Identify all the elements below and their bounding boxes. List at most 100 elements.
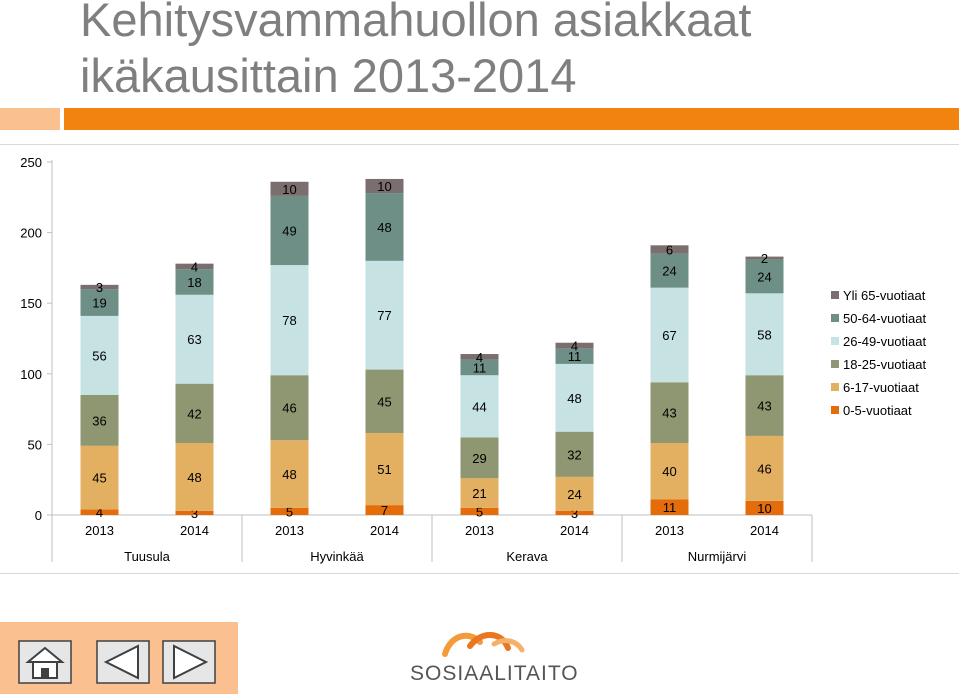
x-tick-label: 2013 [85,523,114,538]
data-label: 46 [757,461,771,476]
legend-swatch [831,314,839,322]
bar-segment [555,348,594,364]
bar-segment [80,445,119,510]
bar-segment [460,375,499,438]
bar-segment [270,181,309,196]
data-label: 4 [191,259,198,274]
data-label: 11 [568,349,582,364]
data-label: 36 [92,413,106,428]
bar-segment [745,256,784,260]
data-label: 24 [567,487,581,502]
x-tick-label: 2014 [750,523,779,538]
data-label: 7 [381,503,388,518]
data-label: 3 [571,506,578,521]
bar-segment [80,509,119,515]
legend-label: 18-25-vuotiaat [843,357,926,372]
data-label: 32 [567,447,581,462]
legend-label: 6-17-vuotiaat [843,380,919,395]
bar-segment [270,195,309,266]
legend-swatch [831,360,839,368]
bar-segment [745,375,784,436]
sosiaalitaito-logo: SOSIAALITAITO [410,620,579,690]
home-icon [18,640,72,684]
data-label: 24 [662,264,676,279]
data-label: 4 [571,339,578,354]
legend-swatch [831,337,839,345]
chart-area: 0 50 100 150 200 250 4 45 36 56 19 3 2013 3 48 42 63 18 4 2… [0,144,959,574]
legend-label: Yli 65-vuotiaat [843,288,926,303]
bar-segment [365,433,404,506]
bar-segment [365,260,404,370]
bar-segment [745,500,784,515]
data-label: 18 [187,275,201,290]
data-label: 45 [92,471,106,486]
data-label: 11 [663,500,677,515]
bar-segment [555,363,594,432]
data-label: 2 [761,251,768,266]
next-button[interactable] [162,640,216,684]
data-label: 40 [662,464,676,479]
bar-segment [650,253,689,288]
data-label: 56 [92,348,106,363]
stacked-bar-chart: 0501001502002504453656193201334842631842… [20,155,926,564]
bar-segment [80,394,119,446]
legend-label: 50-64-vuotiaat [843,311,926,326]
data-label: 44 [472,399,486,414]
bar-segment [745,259,784,294]
group-label: Tuusula [124,549,171,564]
data-label: 5 [476,504,483,519]
bar-segment [365,369,404,434]
bar-segment [460,437,499,479]
bar-segment [650,442,689,500]
y-tick-label: 200 [20,226,42,241]
bar-segment [460,359,499,376]
x-tick-label: 2014 [560,523,589,538]
data-label: 10 [757,501,771,516]
x-tick-label: 2013 [655,523,684,538]
data-label: 10 [282,182,296,197]
data-label: 43 [662,406,676,421]
bar-segment [650,245,689,254]
logo-text: SOSIAALITAITO [410,662,579,685]
data-label: 5 [286,504,293,519]
group-label: Hyvinkää [310,549,364,564]
data-label: 10 [377,179,391,194]
data-label: 3 [96,280,103,295]
bar-segment [270,375,309,441]
y-tick-label: 150 [20,296,42,311]
bar-segment [365,193,404,261]
data-label: 42 [187,406,201,421]
bar-segment [175,442,214,511]
data-label: 43 [757,399,771,414]
bar-segment [555,431,594,477]
bar-segment [80,315,119,395]
bar-segment [745,435,784,501]
legend-swatch [831,291,839,299]
data-label: 63 [187,332,201,347]
data-label: 48 [282,467,296,482]
data-label: 4 [96,505,103,520]
bar-segment [555,476,594,511]
bar-segment [175,383,214,443]
bar-segment [270,507,309,515]
home-button[interactable] [18,640,72,684]
bar-segment [80,284,119,290]
data-label: 4 [476,350,483,365]
group-label: Nurmijärvi [688,549,747,564]
data-label: 51 [377,462,391,477]
y-tick-label: 0 [35,508,42,523]
y-tick-label: 250 [20,155,42,170]
data-label: 78 [282,313,296,328]
previous-button[interactable] [96,640,150,684]
data-label: 46 [282,401,296,416]
group-label: Kerava [506,549,548,564]
data-label: 21 [472,486,486,501]
bar-segment [555,342,594,349]
bar-segment [650,382,689,443]
bar-segment [175,269,214,295]
data-label: 48 [187,470,201,485]
triangle-right-icon [162,640,216,684]
data-label: 58 [757,327,771,342]
bar-segment [745,293,784,376]
bar-segment [175,510,214,515]
